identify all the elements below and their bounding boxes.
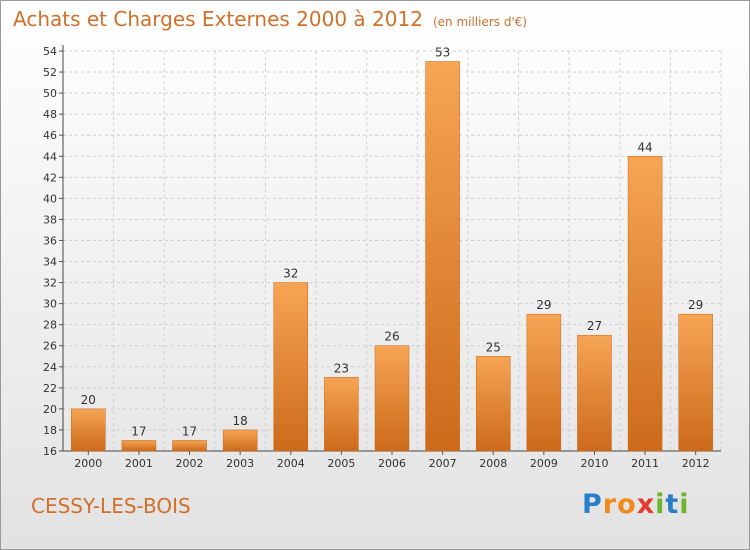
data-label: 53 [435,46,450,60]
bar [678,313,713,452]
y-tick-label: 34 [43,256,57,269]
y-tick-label: 16 [43,445,57,458]
bar [121,440,157,452]
data-label: 44 [637,140,652,154]
y-tick-label: 28 [43,319,57,332]
y-tick-label: 44 [43,150,57,163]
y-tick-label: 38 [43,213,57,226]
data-label: 20 [81,393,96,407]
data-label: 27 [587,319,602,333]
logo-letter: o [617,489,637,520]
bar [273,282,309,452]
chart-title: Achats et Charges Externes 2000 à 2012 (e… [13,7,527,31]
x-tick-label: 2009 [530,457,558,470]
logo-letter: i [679,489,690,520]
bar [526,313,562,452]
bar [475,356,511,452]
y-tick-label: 40 [43,192,57,205]
chart-title-unit: (en milliers d'€) [432,15,528,29]
data-label: 17 [131,424,146,438]
data-label: 18 [233,414,248,428]
y-tick-label: 30 [43,298,57,311]
y-tick-label: 32 [43,277,57,290]
data-label: 23 [334,361,349,375]
logo-letter: P [582,489,603,520]
x-tick-label: 2001 [125,457,153,470]
logo-letter: t [665,489,680,520]
bar [172,440,207,452]
chart-title-main: Achats et Charges Externes 2000 à 2012 [13,7,423,31]
y-tick-label: 20 [43,403,57,416]
data-label: 25 [486,340,501,354]
x-tick-label: 2010 [580,457,608,470]
y-tick-label: 24 [43,361,57,374]
x-tick-label: 2002 [176,457,204,470]
y-tick-label: 42 [43,171,57,184]
y-tick-label: 26 [43,340,57,353]
logo-letter: r [602,489,618,520]
x-tick-label: 2000 [74,457,102,470]
y-tick-label: 50 [43,87,57,100]
y-tick-label: 18 [43,424,57,437]
y-tick-label: 48 [43,108,57,121]
data-label: 29 [688,298,703,312]
commune-name: CESSY-LES-BOIS [31,494,191,518]
x-tick-label: 2008 [479,457,507,470]
bar [577,334,612,452]
bars [71,61,713,452]
bar [71,408,106,452]
bar [627,156,663,452]
x-tick-label: 2012 [682,457,710,470]
data-label: 32 [283,267,298,281]
x-tick-label: 2005 [327,457,355,470]
x-tick-label: 2011 [631,457,659,470]
bar [222,429,258,452]
bar [374,345,410,452]
y-tick-label: 46 [43,129,57,142]
y-tick-label: 52 [43,66,57,79]
bar [324,377,359,452]
x-tick-label: 2007 [429,457,457,470]
data-label: 17 [182,424,197,438]
data-label: 29 [536,298,551,312]
logo-letter: i [655,489,666,520]
y-tick-label: 22 [43,382,57,395]
proxiti-logo[interactable]: Proxiti [582,489,690,520]
y-tick-label: 54 [43,45,57,58]
data-label: 26 [384,330,399,344]
x-tick-label: 2003 [226,457,254,470]
x-tick-label: 2004 [277,457,305,470]
bar [425,61,460,452]
x-tick-label: 2006 [378,457,406,470]
labels: 20 2000 17 2001 17 2002 18 2003 32 2004 23 2005 26 20… [74,46,709,470]
y-tick-label: 36 [43,234,57,247]
logo-letter: x [636,489,656,520]
